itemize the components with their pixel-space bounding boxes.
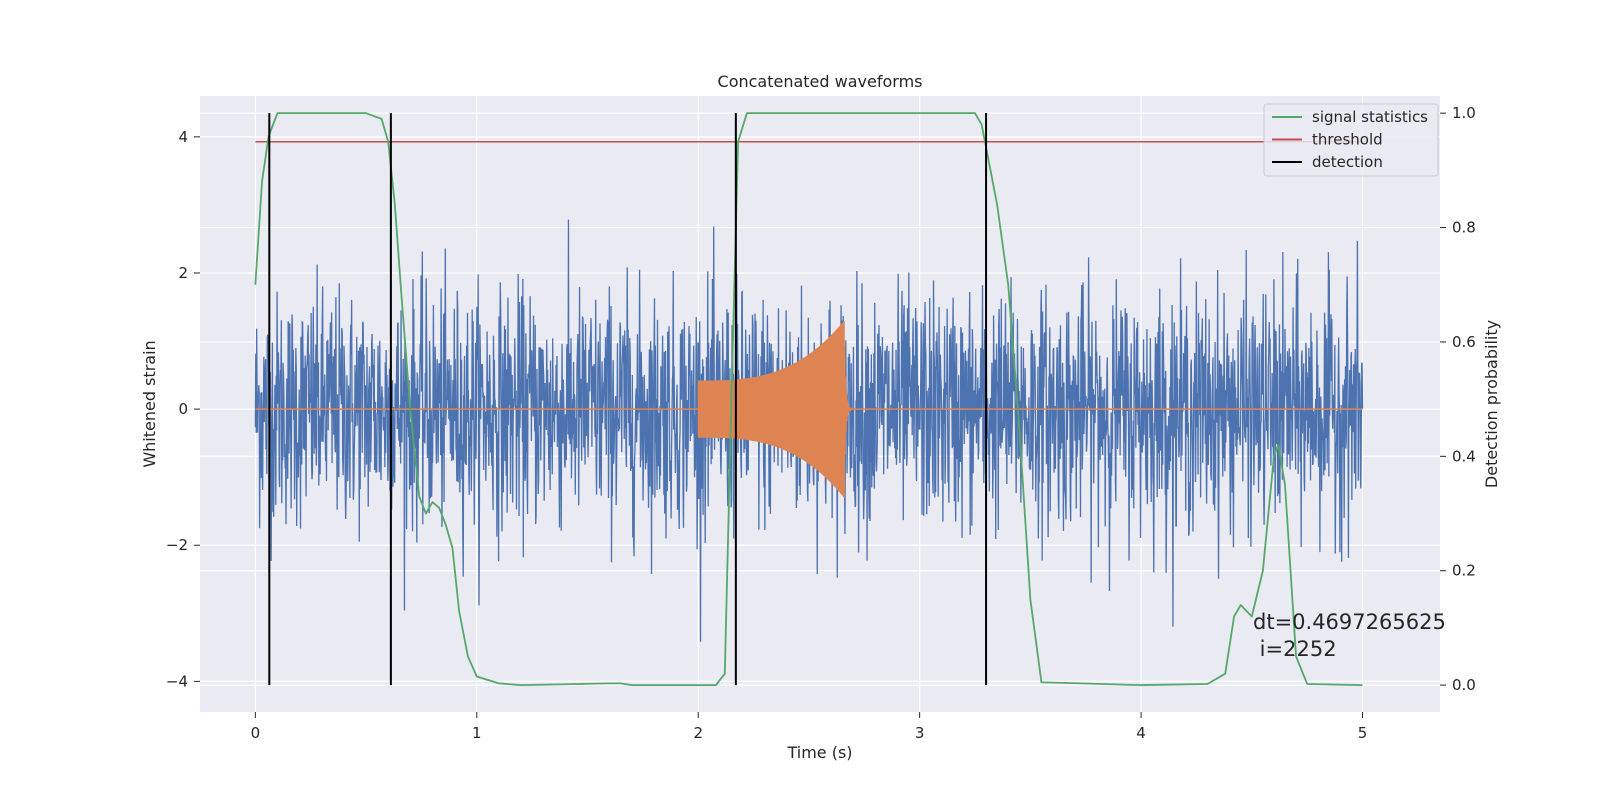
annotation-dt: dt=0.4697265625	[1253, 610, 1446, 634]
chart-title: Concatenated waveforms	[718, 72, 923, 91]
y2-tick-label: 0.6	[1452, 333, 1476, 351]
legend-box	[1263, 103, 1439, 177]
y2-tick-label: 0.8	[1452, 219, 1476, 237]
x-tick-label: 2	[693, 724, 703, 742]
y2-tick-label: 1.0	[1452, 104, 1476, 122]
y-tick-label: 2	[178, 264, 188, 282]
x-tick-label: 3	[915, 724, 925, 742]
x-tick-label: 0	[251, 724, 261, 742]
legend-label: signal statistics	[1312, 108, 1428, 126]
signal-statistics-line	[254, 112, 1363, 687]
x-tick-label: 1	[472, 724, 482, 742]
y2-tick-label: 0.0	[1452, 676, 1476, 694]
series-layer	[254, 112, 1364, 687]
x-axis-label: Time (s)	[786, 743, 852, 762]
legend: signal statistics threshold detection	[1263, 103, 1439, 177]
legend-label: threshold	[1312, 131, 1383, 149]
legend-label: detection	[1312, 153, 1383, 171]
y2-axis-label: Detection probability	[1482, 320, 1501, 488]
x-tick-label: 4	[1136, 724, 1146, 742]
y-axis-label: Whitened strain	[140, 340, 159, 467]
y2-tick-label: 0.4	[1452, 447, 1476, 465]
y-tick-label: 4	[178, 128, 188, 146]
annotation-i: i=2252	[1253, 637, 1337, 661]
injection-chirp-line	[697, 320, 854, 498]
y2-tick-label: 0.2	[1452, 562, 1476, 580]
y-tick-label: −2	[166, 536, 188, 554]
y-tick-label: −4	[166, 672, 188, 690]
x-tick-label: 5	[1358, 724, 1368, 742]
y-tick-label: 0	[178, 400, 188, 418]
axes: 0 1 2 3 4 5 4 2 0 −2 −4 1.0 0.8 0.6 0.4 0.2 0.0	[166, 104, 1476, 742]
